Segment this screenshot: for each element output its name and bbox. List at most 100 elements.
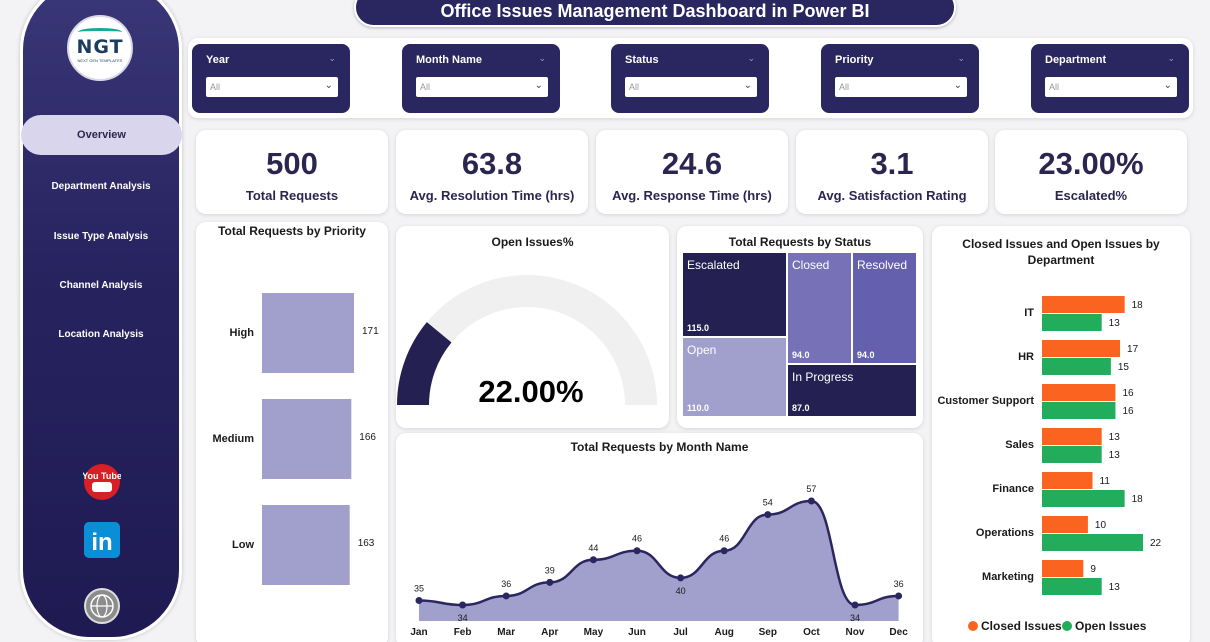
nav-issue-type-analysis[interactable]: Issue Type Analysis — [53, 231, 149, 242]
area-point — [633, 547, 641, 555]
area-x-tick: Aug — [714, 627, 733, 638]
priority-slicer-label: Priority — [835, 54, 874, 66]
open-issues-bar — [1042, 358, 1111, 375]
priority-category-label: High — [230, 327, 255, 339]
area-point — [589, 556, 597, 564]
area-point — [677, 574, 685, 582]
ngt-logo: NGT NEXT GEN TEMPLATES — [67, 15, 133, 81]
area-point — [851, 601, 859, 609]
priority-value: All — [839, 82, 850, 92]
filter-panel: Year ⌄ All ⌄ Month Name ⌄ All ⌄ Status ⌄ A… — [188, 38, 1193, 118]
gauge-fill — [397, 322, 452, 405]
area-point — [459, 601, 467, 609]
kpi-escalated-percent: 23.00% Escalated% — [995, 130, 1187, 214]
open-value-label: 15 — [1118, 362, 1130, 373]
priority-category-label: Medium — [212, 433, 254, 445]
month-slicer[interactable]: Month Name ⌄ All ⌄ — [402, 44, 560, 113]
closed-value-label: 18 — [1132, 300, 1144, 311]
treemap-cell-label: Resolved — [857, 258, 907, 272]
priority-dropdown[interactable]: All ⌄ — [835, 77, 967, 97]
year-dropdown[interactable]: All ⌄ — [206, 77, 338, 97]
treemap-cell-value: 115.0 — [687, 323, 709, 333]
area-data-label: 34 — [458, 613, 468, 623]
chevron-down-icon[interactable]: ⌄ — [747, 53, 755, 63]
closed-issues-bar — [1042, 340, 1121, 357]
month-slicer-label: Month Name — [416, 54, 482, 66]
status-slicer[interactable]: Status ⌄ All ⌄ — [611, 44, 769, 113]
nav-overview[interactable]: Overview — [21, 115, 182, 155]
kpi-value: 24.6 — [661, 146, 723, 181]
monthly-area-chart: 35 Jan 34 Feb 36 Mar 39 Apr 44 May 46 Jun 40 Jul 46 Aug… — [410, 484, 908, 638]
department-slicer-label: Department — [1045, 54, 1107, 66]
closed-issues-bar — [1042, 384, 1116, 401]
area-x-tick: May — [584, 627, 604, 638]
year-slicer[interactable]: Year ⌄ All ⌄ — [192, 44, 350, 113]
department-chart-card: Closed Issues and Open Issues by Departm… — [932, 226, 1190, 642]
area-data-label: 46 — [719, 534, 729, 544]
open-issues-gauge: 22.00% — [397, 275, 657, 409]
kpi-value: 23.00% — [1038, 146, 1144, 181]
open-issues-bar — [1042, 446, 1102, 463]
youtube-icon[interactable]: You Tube — [83, 463, 121, 501]
kpi-label: Total Requests — [245, 188, 339, 203]
area-x-tick: Nov — [846, 627, 865, 638]
department-slicer[interactable]: Department ⌄ All ⌄ — [1031, 44, 1189, 113]
priority-bar — [262, 293, 354, 373]
chevron-down-icon[interactable]: ⌄ — [957, 53, 965, 63]
treemap-cell-label: Open — [687, 343, 716, 357]
status-dropdown[interactable]: All ⌄ — [625, 77, 757, 97]
open-value-label: 13 — [1109, 450, 1121, 461]
area-data-label: 34 — [850, 613, 860, 623]
youtube-label: You Tube — [83, 471, 121, 481]
nav-department-analysis[interactable]: Department Analysis — [51, 181, 151, 192]
linkedin-label: in — [91, 529, 112, 556]
treemap-cell-label: In Progress — [792, 370, 853, 384]
nav-location-analysis[interactable]: Location Analysis — [58, 329, 144, 340]
monthly-chart-card: Total Requests by Month Name 35 Jan 34 Feb 3… — [396, 433, 923, 642]
closed-issues-bar — [1042, 472, 1093, 489]
chevron-down-icon: ⌄ — [1163, 80, 1172, 91]
priority-value-label: 171 — [362, 326, 379, 337]
area-data-label: 39 — [545, 565, 555, 575]
area-data-label: 46 — [632, 534, 642, 544]
open-value-label: 13 — [1109, 582, 1121, 593]
area-data-label: 35 — [414, 583, 424, 593]
globe-icon[interactable] — [83, 587, 121, 625]
priority-bar-chart: High 171 Medium 166 Low 163 — [212, 293, 379, 585]
priority-bar — [262, 399, 352, 479]
area-x-tick: Oct — [803, 627, 820, 638]
open-issues-bar — [1042, 490, 1125, 507]
area-point — [807, 497, 815, 505]
department-label: Finance — [992, 483, 1034, 495]
treemap-card: Total Requests by Status Escalated 115.0 C… — [677, 226, 923, 428]
legend-closed-marker — [968, 621, 978, 631]
month-value: All — [420, 82, 431, 92]
department-label: HR — [1018, 351, 1034, 363]
treemap-cell-value: 94.0 — [857, 350, 875, 360]
department-bar-chart: 18 13 IT 17 15 HR 16 16 Customer Support 13 13 Sale… — [937, 296, 1162, 633]
department-dropdown[interactable]: All ⌄ — [1045, 77, 1177, 97]
area-data-label: 40 — [676, 586, 686, 596]
chevron-down-icon: ⌄ — [324, 80, 333, 91]
chevron-down-icon[interactable]: ⌄ — [1167, 53, 1175, 63]
treemap-cell-label: Closed — [792, 258, 829, 272]
linkedin-icon[interactable]: in — [83, 521, 121, 559]
treemap-cell-value: 94.0 — [792, 350, 810, 360]
chevron-down-icon[interactable]: ⌄ — [328, 53, 336, 63]
department-label: Marketing — [982, 571, 1034, 583]
kpi-value: 500 — [266, 146, 318, 181]
nav-channel-analysis[interactable]: Channel Analysis — [59, 280, 143, 291]
chevron-down-icon[interactable]: ⌄ — [538, 53, 546, 63]
dashboard-title: Office Issues Management Dashboard in Po… — [354, 0, 956, 27]
area-x-tick: Jul — [673, 627, 688, 638]
kpi-avg-resolution-time: 63.8 Avg. Resolution Time (hrs) — [396, 130, 588, 214]
kpi-label: Avg. Response Time (hrs) — [612, 188, 772, 203]
priority-slicer[interactable]: Priority ⌄ All ⌄ — [821, 44, 979, 113]
status-value: All — [629, 82, 640, 92]
kpi-value: 63.8 — [461, 146, 523, 181]
status-slicer-label: Status — [625, 54, 659, 66]
chevron-down-icon: ⌄ — [534, 80, 543, 91]
area-point — [546, 578, 554, 586]
month-dropdown[interactable]: All ⌄ — [416, 77, 548, 97]
closed-value-label: 10 — [1095, 520, 1107, 531]
